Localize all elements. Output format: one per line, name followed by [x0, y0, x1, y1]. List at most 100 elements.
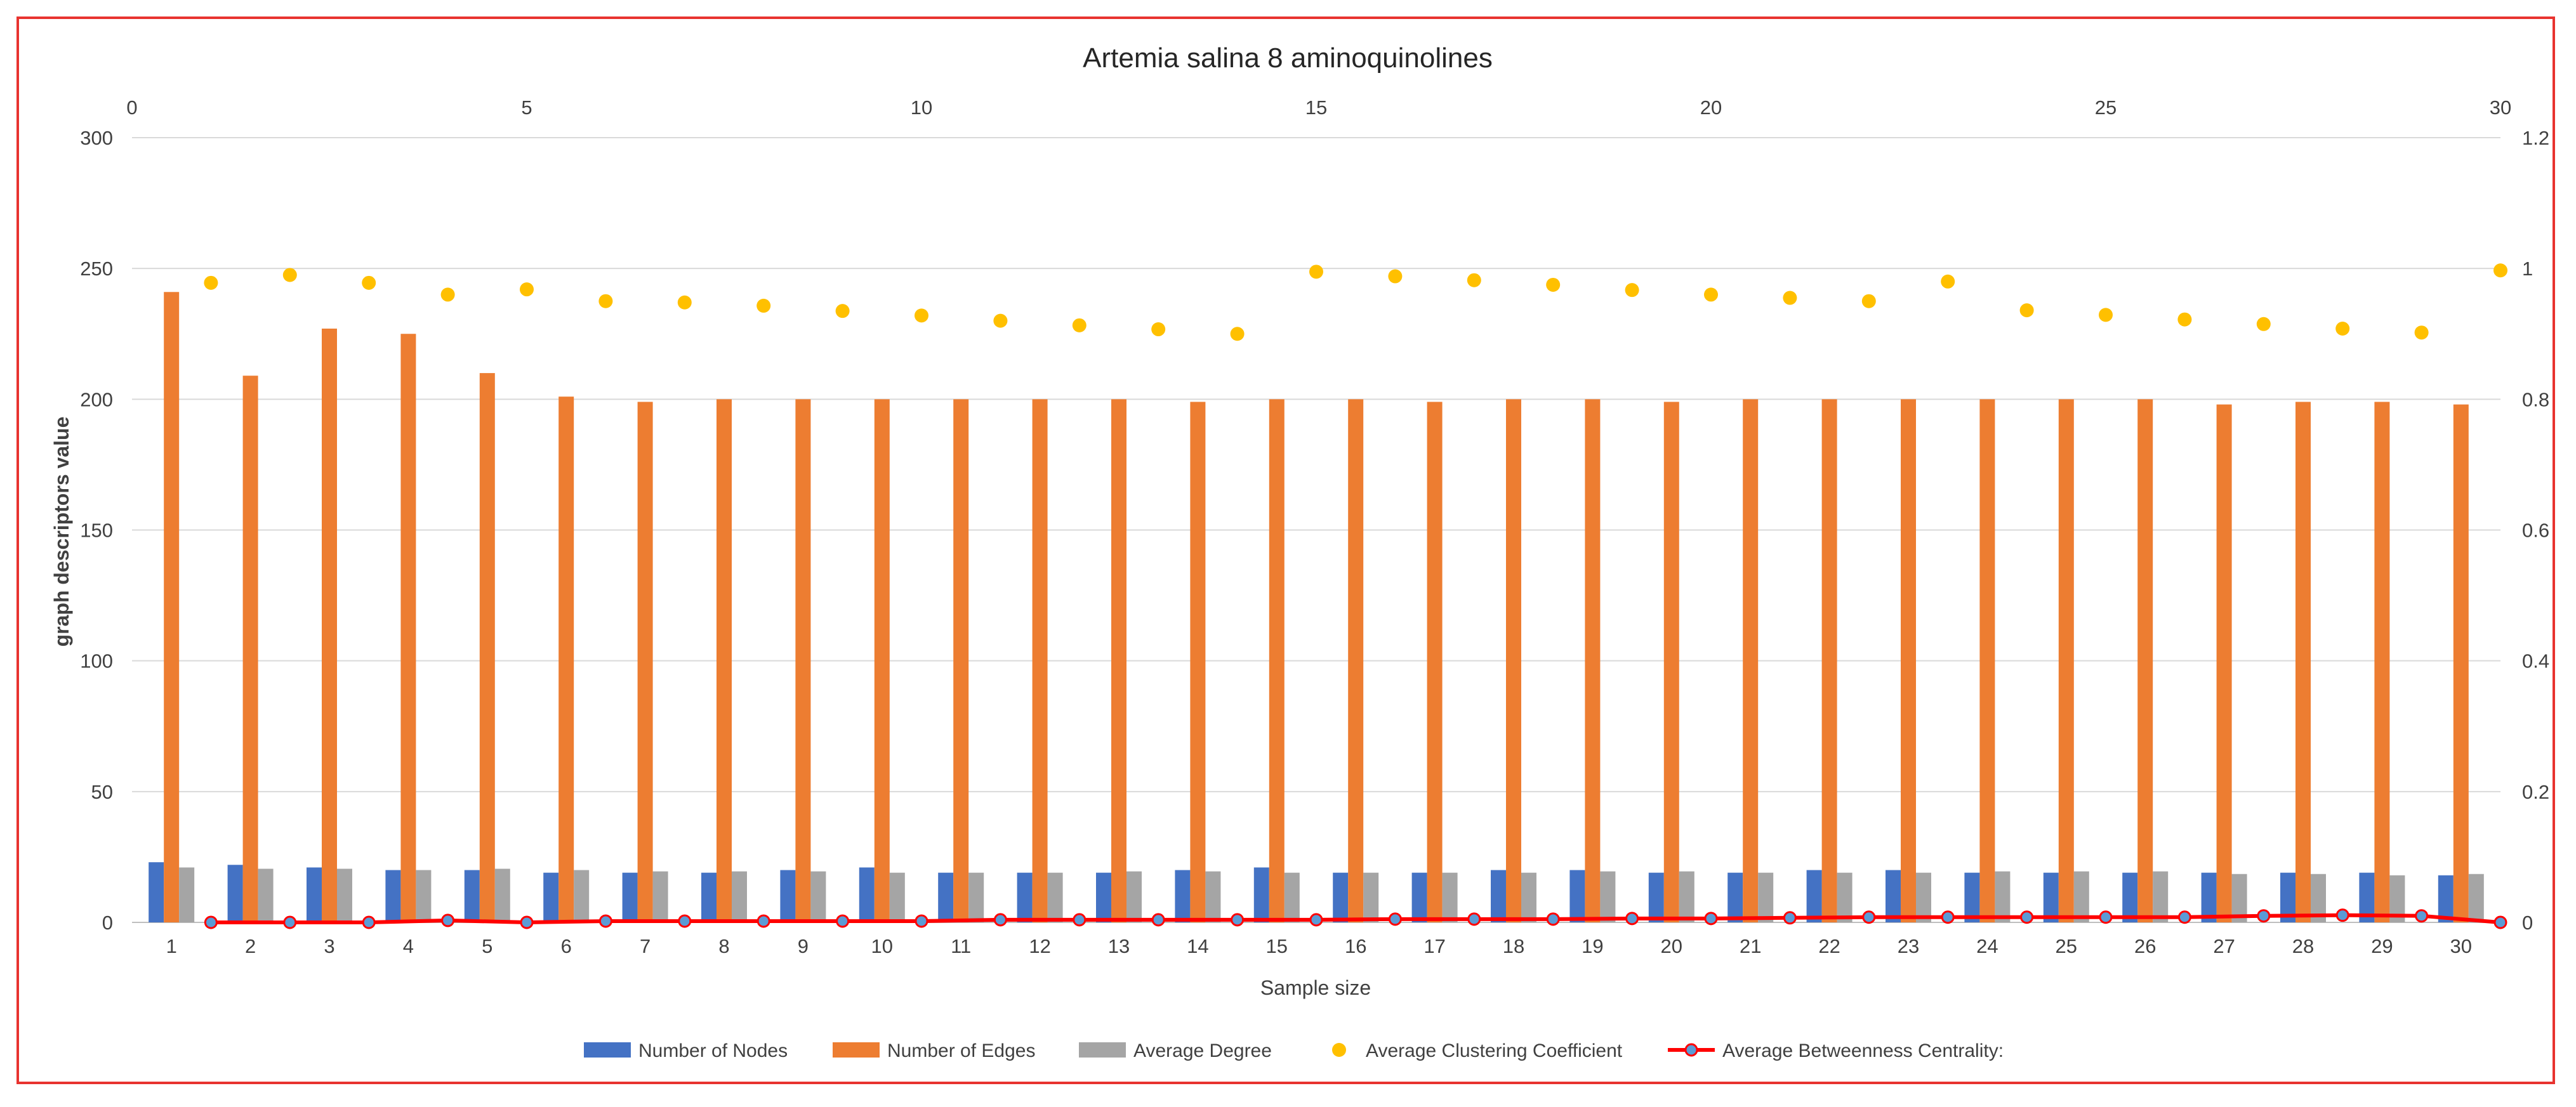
x2-tick-label: 5	[521, 96, 532, 119]
betweenness-point	[598, 914, 612, 928]
bar-number-of-nodes	[464, 870, 480, 922]
betweenness-point	[2020, 910, 2034, 924]
bar-number-of-edges	[795, 399, 811, 922]
clustering-point	[362, 275, 376, 290]
x2-tick-label: 20	[1700, 96, 1722, 119]
bar-number-of-edges	[2058, 399, 2074, 922]
x-tick-label: 5	[482, 935, 492, 957]
bar-number-of-edges	[1901, 399, 1916, 922]
legend-average-betweenness-centrality-label: Average Betweenness Centrality:	[1722, 1040, 2004, 1061]
clustering-point	[1546, 277, 1561, 292]
x-tick-label: 17	[1423, 935, 1445, 957]
bar-number-of-nodes	[307, 867, 322, 922]
legend-average-betweenness-centrality-marker	[1684, 1043, 1698, 1057]
x-tick-label: 28	[2292, 935, 2314, 957]
legend-average-clustering-coefficient-swatch	[1332, 1043, 1346, 1057]
legend-average-degree-swatch	[1079, 1042, 1126, 1058]
betweenness-point	[1862, 910, 1876, 924]
bar-number-of-edges	[2295, 402, 2311, 922]
betweenness-point	[756, 914, 770, 928]
legend-number-of-edges-label: Number of Edges	[887, 1040, 1035, 1061]
x-axis-title: Sample size	[1260, 976, 1371, 999]
clustering-point	[756, 298, 771, 313]
clustering-point	[2019, 303, 2034, 318]
bar-average-degree	[889, 872, 905, 922]
bar-average-degree	[2153, 871, 2169, 922]
y-tick-label: 200	[80, 388, 113, 410]
bar-number-of-edges	[322, 329, 337, 922]
bar-average-degree	[337, 868, 352, 922]
clustering-point	[2335, 322, 2350, 336]
betweenness-point	[2415, 909, 2429, 923]
clustering-point	[2256, 317, 2271, 331]
betweenness-point	[1625, 912, 1639, 926]
betweenness-point	[915, 914, 928, 928]
bar-number-of-edges	[1663, 402, 1679, 922]
betweenness-point	[1704, 912, 1718, 926]
x-tick-label: 14	[1187, 935, 1208, 957]
bar-number-of-edges	[1111, 399, 1126, 922]
x-tick-label: 21	[1740, 935, 1761, 957]
betweenness-point	[362, 915, 376, 929]
betweenness-point	[441, 914, 455, 927]
betweenness-point	[1467, 912, 1481, 926]
bars-layer	[149, 292, 2484, 922]
bar-number-of-edges	[2374, 402, 2390, 922]
bar-number-of-edges	[400, 334, 416, 922]
x-tick-label: 7	[640, 935, 651, 957]
legend-average-degree-label: Average Degree	[1133, 1040, 1272, 1061]
bar-number-of-edges	[2216, 404, 2232, 922]
bar-number-of-nodes	[1491, 870, 1506, 922]
betweenness-point	[836, 914, 850, 928]
bar-number-of-nodes	[1648, 872, 1664, 922]
betweenness-point	[204, 915, 218, 929]
bar-average-degree	[1916, 872, 1931, 922]
betweenness-point	[1941, 910, 1955, 924]
bar-number-of-nodes	[780, 870, 796, 922]
betweenness-point	[2099, 910, 2113, 924]
y-tick-label: 150	[80, 520, 113, 542]
clustering-point	[835, 304, 850, 318]
bar-average-degree	[258, 868, 274, 922]
bar-number-of-edges	[1269, 399, 1285, 922]
x-tick-label: 15	[1266, 935, 1288, 957]
clustering-point	[440, 287, 455, 302]
clustering-point	[2099, 308, 2113, 322]
y2-tick-label: 0	[2522, 912, 2533, 934]
clustering-point	[2493, 263, 2507, 278]
bar-average-degree	[1442, 872, 1458, 922]
bar-number-of-edges	[637, 402, 653, 922]
bar-number-of-nodes	[543, 872, 559, 922]
x-tick-label: 12	[1029, 935, 1050, 957]
x-tick-label: 30	[2450, 935, 2472, 957]
x-tick-label: 10	[871, 935, 893, 957]
bar-number-of-edges	[2453, 404, 2469, 922]
bar-average-degree	[1521, 872, 1536, 922]
x-tick-label: 16	[1345, 935, 1366, 957]
clustering-point	[915, 308, 928, 323]
x2-tick-label: 0	[126, 96, 137, 119]
bar-average-degree	[652, 871, 668, 922]
x-tick-label: 19	[1582, 935, 1603, 957]
x-tick-label: 11	[951, 935, 971, 957]
bar-number-of-nodes	[1411, 872, 1427, 922]
betweenness-point	[993, 913, 1007, 927]
clustering-point	[1783, 291, 1797, 305]
x-tick-label: 4	[403, 935, 414, 957]
x-tick-label: 20	[1661, 935, 1682, 957]
bar-average-degree	[810, 871, 826, 922]
bar-average-degree	[2073, 871, 2089, 922]
legend-number-of-edges-swatch	[833, 1042, 880, 1058]
x2-tick-label: 10	[911, 96, 932, 119]
bar-number-of-nodes	[2043, 872, 2059, 922]
x-tick-label: 18	[1503, 935, 1524, 957]
bar-number-of-nodes	[622, 872, 638, 922]
y2-tick-label: 0.6	[2522, 520, 2549, 542]
clustering-point	[1388, 269, 1403, 284]
bar-number-of-edges	[479, 373, 495, 922]
clustering-point	[1941, 274, 1955, 289]
bar-number-of-nodes	[1727, 872, 1743, 922]
y-tick-label: 100	[80, 650, 113, 672]
bar-average-degree	[1284, 872, 1300, 922]
x-tick-label: 29	[2371, 935, 2393, 957]
